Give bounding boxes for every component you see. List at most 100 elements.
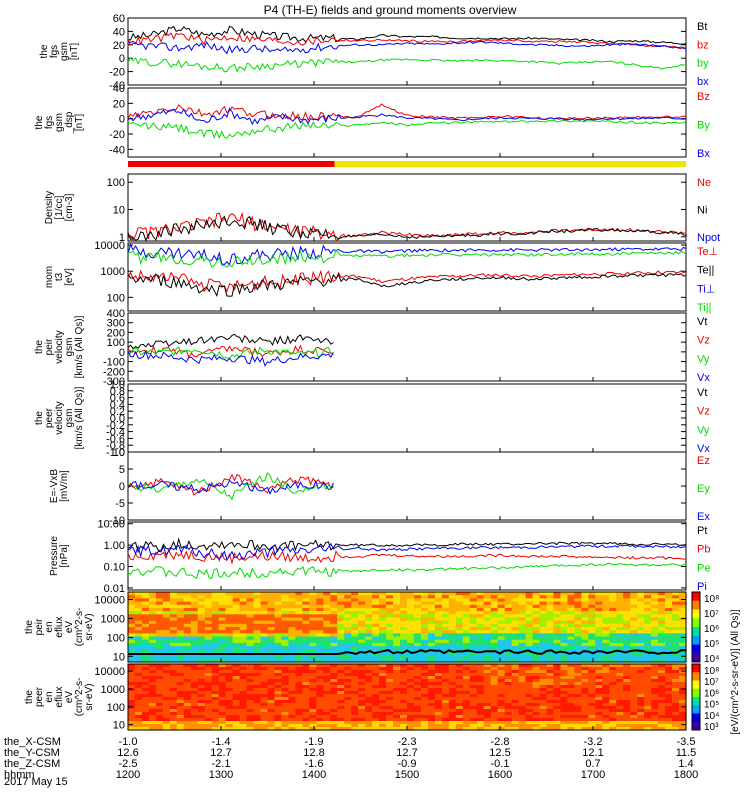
heatmap-cell [497, 685, 506, 689]
heatmap-cell [190, 685, 199, 689]
y-axis-label: the [34, 340, 45, 354]
heatmap-cell [462, 595, 471, 599]
heatmap-cell [323, 724, 331, 728]
heatmap-cell [260, 703, 269, 707]
heatmap-cell [288, 703, 296, 707]
heatmap-cell [351, 673, 359, 677]
heatmap-cell [386, 636, 394, 641]
heatmap-cell [218, 679, 227, 683]
heatmap-cell [204, 679, 213, 683]
heatmap-cell [211, 649, 220, 654]
heatmap-cell [239, 607, 248, 612]
heatmap-cell [525, 642, 534, 647]
heatmap-cell [574, 679, 582, 683]
heatmap-cell [672, 658, 680, 663]
heatmap-cell [379, 691, 387, 695]
heatmap-cell [525, 694, 534, 698]
heatmap-cell [267, 646, 276, 650]
heatmap-cell [427, 604, 436, 609]
heatmap-cell [469, 630, 478, 634]
heatmap-cell [504, 670, 513, 674]
heatmap-cell [490, 607, 499, 612]
heatmap-cell [176, 633, 185, 638]
colorbar-tick-label: 10⁴ [704, 654, 719, 665]
heatmap-cell [365, 688, 373, 692]
heatmap-cell [539, 715, 548, 719]
heatmap-cell [518, 718, 527, 722]
heatmap-cell [413, 667, 422, 671]
heatmap-cell [546, 658, 555, 663]
mode-segment [128, 161, 335, 167]
heatmap-cell [155, 709, 164, 713]
heatmap-cell [134, 633, 143, 638]
heatmap-cell [379, 667, 387, 671]
heatmap-cell [393, 727, 401, 731]
heatmap-cell [197, 646, 206, 650]
heatmap-cell [518, 703, 527, 707]
heatmap-cell [658, 685, 666, 689]
heatmap-cell [588, 682, 596, 686]
heatmap-cell [469, 604, 478, 609]
heatmap-cell [462, 703, 471, 707]
heatmap-cell [427, 614, 436, 619]
heatmap-cell [560, 598, 569, 603]
heatmap-cell [511, 658, 520, 663]
heatmap-cell [602, 727, 610, 731]
heatmap-cell [274, 679, 283, 683]
heatmap-cell [295, 718, 303, 722]
heatmap-cell [155, 715, 164, 719]
heatmap-cell [337, 636, 345, 641]
heatmap-cell [288, 595, 296, 599]
heatmap-cell [337, 646, 345, 650]
heatmap-cell [169, 727, 178, 731]
heatmap-cell [525, 607, 534, 612]
heatmap-cell [302, 639, 310, 644]
heatmap-cell [372, 673, 380, 677]
heatmap-cell [560, 709, 569, 713]
heatmap-cell [400, 655, 408, 660]
heatmap-cell [239, 685, 248, 689]
ytick-label: 0.0 [110, 413, 125, 425]
heatmap-cell [420, 611, 429, 615]
heatmap-cell [316, 607, 324, 612]
y-axis-label: the [34, 115, 45, 129]
heatmap-cell [302, 712, 310, 716]
heatmap-cell [560, 667, 569, 671]
heatmap-cell [490, 679, 499, 683]
heatmap-cell [295, 604, 303, 609]
heatmap-cell [155, 727, 164, 731]
heatmap-cell [379, 636, 387, 641]
heatmap-cell [288, 649, 296, 654]
heatmap-cell [225, 630, 234, 634]
heatmap-cell [281, 673, 290, 677]
ytick-label: 0.01 [104, 583, 125, 595]
heatmap-cell [148, 627, 157, 631]
heatmap-cell [351, 636, 359, 641]
heatmap-cell [386, 639, 394, 644]
heatmap-cell [609, 617, 617, 622]
heatmap-cell [609, 718, 617, 722]
heatmap-cell [155, 607, 164, 612]
heatmap-cell [344, 679, 352, 683]
heatmap-cell [379, 617, 387, 622]
heatmap-cell [295, 627, 303, 631]
heatmap-cell [672, 595, 680, 599]
heatmap-cell [665, 623, 673, 628]
heatmap-cell [560, 617, 569, 622]
heatmap-cell [260, 658, 269, 663]
heatmap-cell [169, 694, 178, 698]
heatmap-cell [602, 646, 610, 650]
heatmap-cell [372, 658, 380, 663]
heatmap-cell [539, 685, 548, 689]
heatmap-cell [162, 703, 171, 707]
heatmap-cell [267, 688, 276, 692]
heatmap-cell [588, 652, 596, 657]
heatmap-cell [504, 676, 513, 680]
legend-entry: Vy [697, 424, 710, 436]
heatmap-cell [351, 724, 359, 728]
heatmap-cell [141, 676, 150, 680]
heatmap-cell [581, 601, 589, 606]
heatmap-cell [344, 633, 352, 638]
heatmap-cell [407, 652, 415, 657]
